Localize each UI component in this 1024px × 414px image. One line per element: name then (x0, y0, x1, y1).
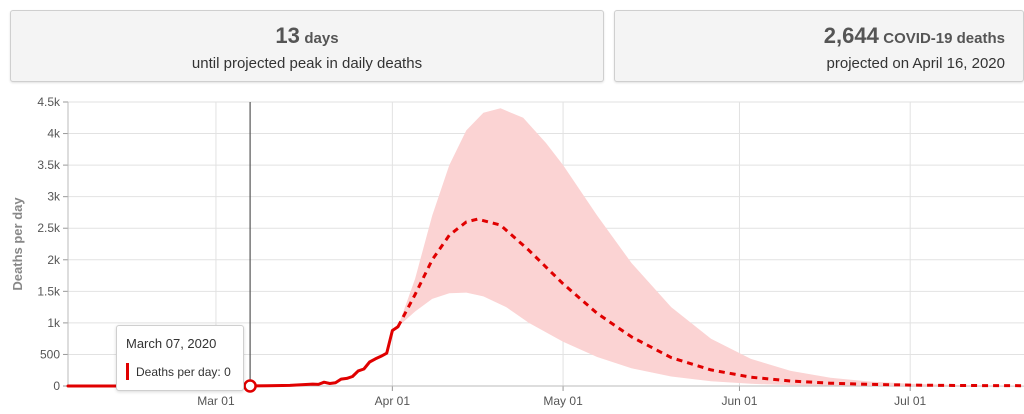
peak-days-value: 13 (275, 23, 300, 48)
peak-countdown-headline: 13 days (11, 23, 603, 49)
x-tick-label: Jul 01 (894, 394, 926, 408)
peak-days-unit: days (304, 30, 339, 47)
uncertainty-band (398, 108, 1024, 386)
projected-deaths-unit: COVID-19 deaths (883, 30, 1005, 47)
x-tick-label: Apr 01 (375, 394, 411, 408)
deaths-per-day-chart[interactable]: 0 500 1k 1.5k 2k 2.5k 3k 3.5k 4k 4.5k Mar 01 Apr 01… (0, 90, 1024, 414)
observed-series-line (66, 325, 400, 388)
hover-point (243, 379, 257, 393)
y-tick-label: 3.5k (37, 158, 61, 172)
y-tick-label: 500 (40, 347, 60, 361)
y-tick-label: 4.5k (37, 95, 61, 109)
peak-days-caption: until projected peak in daily deaths (191, 55, 423, 72)
tooltip-series-value: 0 (224, 365, 231, 379)
tooltip-series: Deaths per day: 0 (136, 365, 231, 379)
projected-deaths-card: 2,644 COVID-19 deaths projected on April… (614, 10, 1024, 82)
y-tick-label: 1k (47, 316, 61, 330)
y-tick-label: 1.5k (37, 284, 61, 298)
tooltip-date: March 07, 2020 (126, 336, 217, 351)
y-tick-label: 2.5k (37, 221, 61, 235)
tooltip-series-label: Deaths per day: (136, 365, 221, 379)
y-tick-label: 0 (53, 379, 60, 393)
y-axis-title: Deaths per day (10, 197, 25, 291)
projected-deaths-value: 2,644 (823, 23, 879, 48)
peak-countdown-card: 13 days until projected peak in daily de… (10, 10, 604, 82)
projected-deaths-caption: projected on April 16, 2020 (826, 55, 1005, 72)
y-tick-label: 2k (47, 253, 61, 267)
projected-series-line (396, 217, 1024, 388)
x-tick-label: May 01 (543, 394, 583, 408)
hover-tooltip: March 07, 2020 Deaths per day: 0 (116, 325, 244, 391)
y-tick-label: 3k (47, 190, 61, 204)
x-tick-label: Mar 01 (197, 394, 235, 408)
y-tick-label: 4k (47, 127, 61, 141)
x-tick-label: Jun 01 (721, 394, 757, 408)
projected-deaths-headline: 2,644 COVID-19 deaths (615, 23, 1005, 49)
tooltip-series-swatch (126, 363, 129, 380)
